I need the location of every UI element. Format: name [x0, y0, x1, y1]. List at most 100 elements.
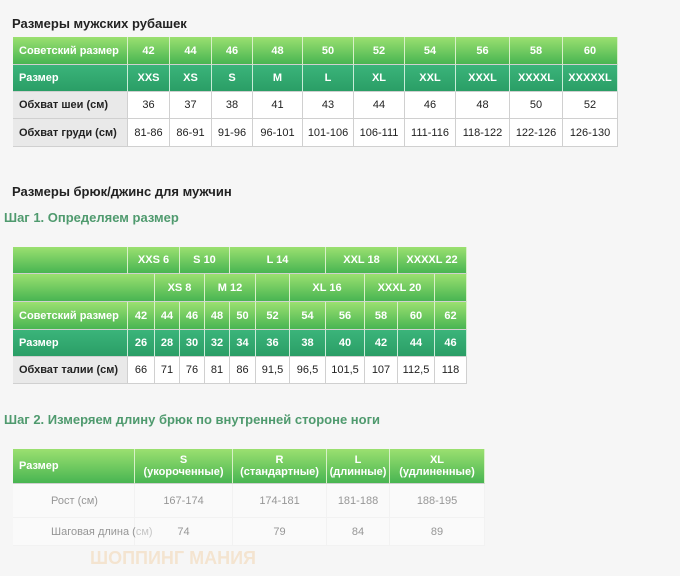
- table-cell: 38: [212, 92, 253, 119]
- table-cell: 36: [256, 330, 290, 357]
- table-cell: 86: [230, 357, 256, 384]
- table-cell: 101,5: [326, 357, 365, 384]
- table-cell: 42: [365, 330, 398, 357]
- table-cell: 91-96: [212, 119, 253, 147]
- table-cell: 167-174: [135, 484, 233, 518]
- table-cell: Размер: [13, 65, 128, 92]
- table-cell: 37: [170, 92, 212, 119]
- header-text: XL: [429, 454, 445, 466]
- table-cell: 32: [205, 330, 230, 357]
- header-text: (стандартные): [240, 466, 319, 478]
- empty-cell: [435, 274, 467, 302]
- table-cell: 38: [290, 330, 326, 357]
- header-text: (укороченные): [143, 466, 224, 478]
- table-cell: 81: [205, 357, 230, 384]
- table-cell: 60: [398, 302, 435, 330]
- size-span: XXL 18: [326, 247, 398, 274]
- header-text: L: [354, 454, 362, 466]
- empty-cell: [13, 274, 155, 302]
- size-span: S 10: [180, 247, 230, 274]
- table-cell: 52: [563, 92, 618, 119]
- table-cell: 106-111: [354, 119, 405, 147]
- table-cell: 54: [290, 302, 326, 330]
- table-cell: 112,5: [398, 357, 435, 384]
- table-cell: 42: [128, 37, 170, 65]
- table-cell: 48: [205, 302, 230, 330]
- step1: Шаг 1. Определяем размер: [4, 210, 179, 225]
- table-cell: 50: [303, 37, 354, 65]
- table-cell: 44: [155, 302, 180, 330]
- table-cell: 96,5: [290, 357, 326, 384]
- table-cell: 54: [405, 37, 456, 65]
- table-cell: 46: [180, 302, 205, 330]
- size-span: XXXL 20: [365, 274, 435, 302]
- table-cell: 50: [510, 92, 563, 119]
- table-cell: 118-122: [456, 119, 510, 147]
- table-cell: 107: [365, 357, 398, 384]
- table-cell: 76: [180, 357, 205, 384]
- table-cell: Шаговая длина (см): [13, 518, 153, 546]
- table-cell: XXXXXL: [563, 65, 618, 92]
- table-cell: XXL: [405, 65, 456, 92]
- table-cell: 41: [253, 92, 303, 119]
- table-cell: Советский размер: [13, 37, 128, 65]
- table-cell: 30: [180, 330, 205, 357]
- table-cell: 43: [303, 92, 354, 119]
- table-cell: 52: [354, 37, 405, 65]
- table-cell: Советский размер: [13, 302, 128, 330]
- table-cell: 96-101: [253, 119, 303, 147]
- table-cell: 52: [256, 302, 290, 330]
- table-cell: 118: [435, 357, 467, 384]
- table-cell: 36: [128, 92, 170, 119]
- header-text: (длинные): [329, 466, 387, 478]
- table-cell: XXXXL: [510, 65, 563, 92]
- table-cell: 46: [212, 37, 253, 65]
- shirts-title: Размеры мужских рубашек: [12, 16, 187, 31]
- table-cell: 111-116: [405, 119, 456, 147]
- table-cell: 42: [128, 302, 155, 330]
- table-cell: Размер: [13, 330, 128, 357]
- table-cell: 56: [326, 302, 365, 330]
- table-cell: 44: [354, 92, 405, 119]
- table-cell: M: [253, 65, 303, 92]
- table-cell: Рост (см): [13, 484, 135, 518]
- table-cell: 84: [327, 518, 390, 546]
- header-cell: R (стандартные): [233, 449, 327, 484]
- size-span: L 14: [230, 247, 326, 274]
- table-cell: XS: [170, 65, 212, 92]
- trousers-title: Размеры брюк/джинс для мужчин: [12, 184, 232, 199]
- size-span: XS 8: [155, 274, 205, 302]
- table-cell: Обхват талии (см): [13, 357, 128, 384]
- table-cell: 44: [170, 37, 212, 65]
- header-cell: XL (удлиненные): [390, 449, 485, 484]
- size-span: XXXXL 22: [398, 247, 467, 274]
- table-cell: 56: [456, 37, 510, 65]
- table-cell: Обхват груди (см): [13, 119, 128, 147]
- header-text: R: [275, 454, 284, 466]
- table-cell: 28: [155, 330, 180, 357]
- table-cell: 46: [435, 330, 467, 357]
- table-cell: 58: [510, 37, 563, 65]
- table-cell: 126-130: [563, 119, 618, 147]
- table-cell: Обхват шеи (см): [13, 92, 128, 119]
- header-cell: L (длинные): [327, 449, 390, 484]
- table-cell: XL: [354, 65, 405, 92]
- table-cell: 40: [326, 330, 365, 357]
- table-cell: 86-91: [170, 119, 212, 147]
- table-cell: XXXL: [456, 65, 510, 92]
- table-cell: 81-86: [128, 119, 170, 147]
- table-cell: 48: [253, 37, 303, 65]
- size-span: XXS 6: [128, 247, 180, 274]
- step2: Шаг 2. Измеряем длину брюк по внутренней…: [4, 412, 380, 427]
- table-cell: 74: [135, 518, 233, 546]
- header-text: S: [179, 454, 188, 466]
- table-cell: 50: [230, 302, 256, 330]
- size-span: XL 16: [290, 274, 365, 302]
- header-cell: S (укороченные): [135, 449, 233, 484]
- table-cell: S: [212, 65, 253, 92]
- table-cell: 34: [230, 330, 256, 357]
- table-cell: L: [303, 65, 354, 92]
- empty-cell: [13, 247, 128, 274]
- table-cell: 66: [128, 357, 155, 384]
